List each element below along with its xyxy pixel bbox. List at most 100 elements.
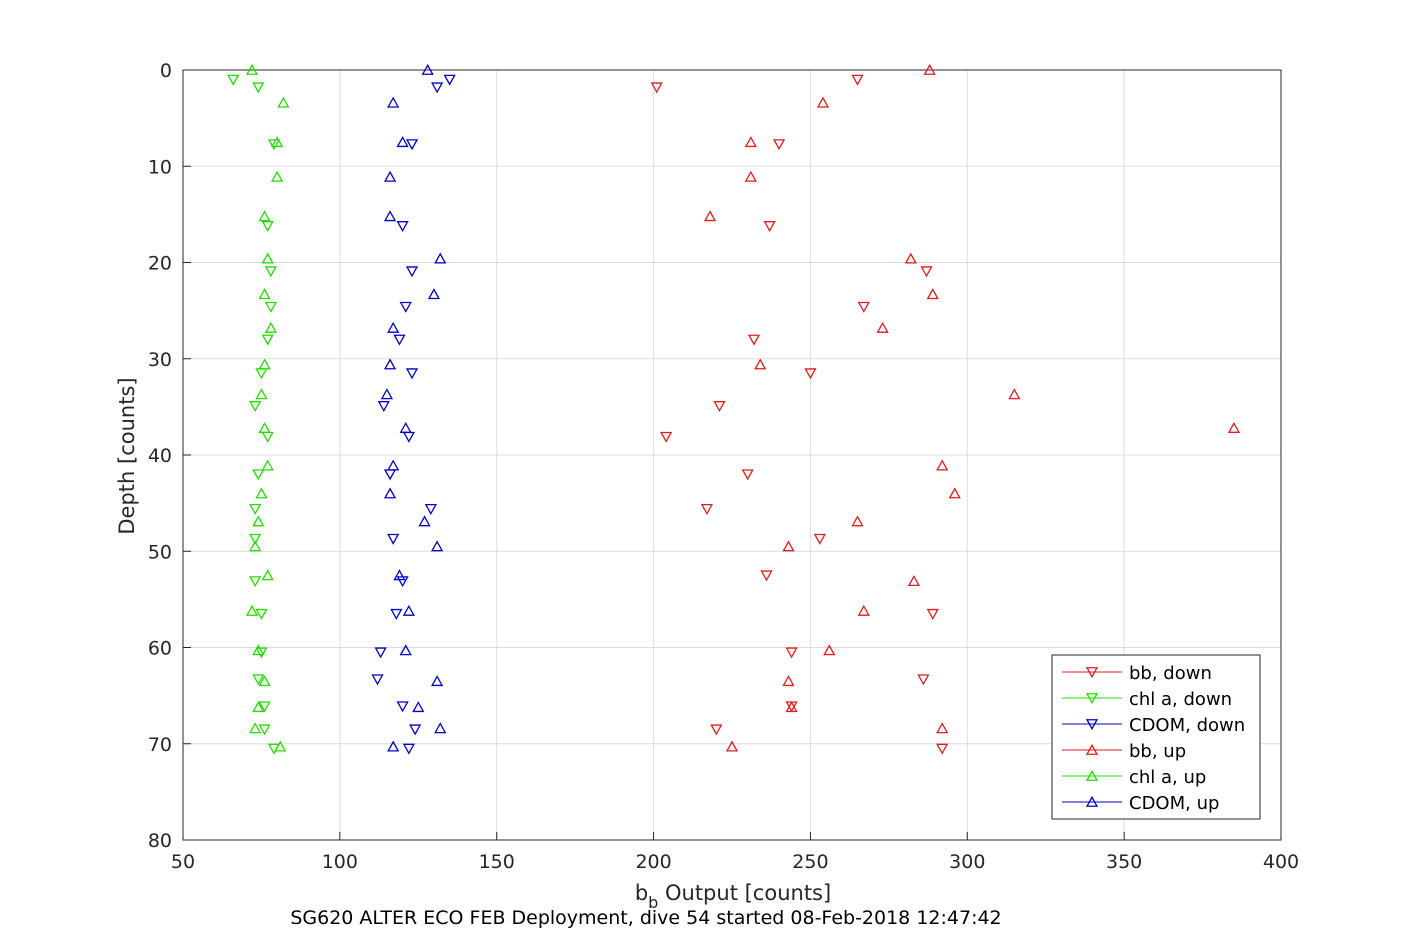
data-point-chl-a-down [249, 533, 262, 545]
x-tick-label: 400 [1263, 851, 1299, 873]
data-point-bb-down [920, 266, 933, 278]
data-point-chl-a-down [249, 401, 262, 413]
x-axis-label: bb Output [counts] [635, 881, 831, 912]
data-point-chl-a-up [271, 136, 284, 148]
data-point-cdom-down [374, 647, 387, 659]
x-tick-label: 200 [635, 851, 671, 873]
data-point-bb-down [700, 504, 714, 515]
data-point-cdom-up [387, 459, 400, 471]
chart-caption: SG620 ALTER ECO FEB Deployment, dive 54 … [290, 907, 1001, 929]
data-point-cdom-up [383, 170, 397, 182]
data-point-bb-down [747, 334, 761, 346]
x-tick-label: 100 [322, 851, 358, 873]
data-point-cdom-down [409, 724, 422, 736]
data-point-cdom-up [431, 675, 444, 687]
legend-label-cdom-up: CDOM, up [1129, 793, 1219, 814]
data-point-cdom-up [387, 96, 400, 108]
data-points [227, 63, 1241, 755]
data-point-bb-up [703, 210, 717, 222]
data-point-bb-down [813, 533, 826, 545]
data-point-bb-down [857, 301, 870, 313]
data-point-cdom-up [434, 722, 447, 734]
x-axis: 50 100 150 200 250 300 350 400 [171, 832, 1299, 873]
data-point-chl-a-down [255, 647, 268, 659]
data-point-chl-a-up [261, 252, 274, 264]
data-point-bb-up [936, 722, 949, 734]
data-point-cdom-up [431, 540, 444, 552]
data-point-chl-a-down [252, 674, 265, 686]
data-point-chl-a-up [261, 569, 274, 581]
legend-marker-chl-a-down [1085, 693, 1099, 705]
x-tick-label: 250 [792, 851, 828, 873]
data-point-chl-a-up [255, 487, 268, 499]
legend-label-chl-a-down: chl a, down [1129, 689, 1232, 710]
data-point-cdom-down [405, 368, 419, 380]
legend-label-cdom-down: CDOM, down [1129, 715, 1245, 736]
legend-items: bb, down chl a, down CDOM, down bb, up chl a… [1062, 663, 1245, 814]
x-tick-label: 350 [1106, 851, 1142, 873]
data-point-bb-down [660, 431, 673, 443]
data-point-bb-up [851, 515, 864, 527]
y-tick-label: 10 [148, 156, 172, 178]
data-point-bb-down [804, 368, 817, 380]
data-point-cdom-down [387, 533, 400, 545]
data-point-chl-a-up [252, 644, 265, 656]
data-point-cdom-down [393, 334, 406, 346]
data-point-bb-up [785, 701, 798, 713]
data-point-cdom-up [412, 701, 425, 713]
y-tick-label: 50 [148, 541, 172, 563]
y-tick-label: 30 [148, 349, 172, 371]
data-point-cdom-down [402, 743, 415, 755]
data-point-cdom-down [396, 221, 409, 233]
data-point-cdom-up [383, 210, 397, 222]
data-point-chl-a-up [274, 740, 287, 752]
data-point-bb-up [725, 740, 739, 752]
data-point-chl-a-down [267, 139, 281, 151]
data-point-cdom-up [399, 644, 412, 656]
legend-marker-bb-down [1085, 667, 1099, 679]
data-point-chl-a-up [258, 421, 271, 433]
data-point-bb-up [744, 136, 757, 148]
data-point-chl-a-down [227, 74, 240, 86]
data-point-cdom-down [405, 266, 419, 278]
data-point-cdom-up [387, 321, 400, 333]
data-point-bb-up [907, 574, 921, 586]
data-point-chl-a-up [252, 701, 265, 713]
data-point-chl-a-down [264, 266, 277, 278]
data-point-bb-up [754, 358, 767, 370]
data-point-cdom-up [383, 487, 397, 499]
data-point-bb-up [823, 644, 836, 656]
legend-marker-cdom-down [1085, 719, 1099, 731]
x-tick-label: 300 [949, 851, 985, 873]
y-tick-label: 0 [160, 60, 172, 82]
x-tick-label: 150 [479, 851, 515, 873]
data-point-cdom-up [380, 388, 394, 400]
data-point-chl-a-down [249, 504, 262, 515]
data-point-chl-a-down [249, 576, 262, 588]
data-point-cdom-up [421, 63, 434, 75]
data-point-cdom-up [399, 421, 412, 433]
data-point-chl-a-down [261, 334, 274, 346]
data-point-cdom-down [399, 301, 412, 313]
legend: bb, down chl a, down CDOM, down bb, up chl a… [1051, 654, 1261, 820]
data-point-bb-up [744, 170, 757, 182]
legend-label-bb-up: bb, up [1129, 741, 1186, 762]
data-point-bb-down [917, 674, 930, 686]
data-point-chl-a-up [249, 540, 262, 552]
x-tick-label: 50 [171, 851, 195, 873]
data-point-chl-a-up [258, 288, 271, 300]
data-point-chl-a-down [258, 701, 271, 713]
data-point-chl-a-down [261, 221, 274, 233]
data-point-cdom-down [443, 74, 456, 86]
y-tick-label: 80 [148, 830, 172, 852]
y-tick-label: 40 [148, 445, 172, 467]
data-point-bb-up [782, 540, 795, 552]
data-point-cdom-down [371, 674, 384, 686]
data-point-chl-a-up [258, 210, 271, 222]
legend-label-chl-a-up: chl a, up [1129, 767, 1206, 788]
data-point-chl-a-down [255, 608, 268, 620]
data-point-bb-down [926, 608, 939, 620]
data-point-bb-down [785, 647, 798, 659]
data-point-chl-a-up [252, 515, 265, 527]
